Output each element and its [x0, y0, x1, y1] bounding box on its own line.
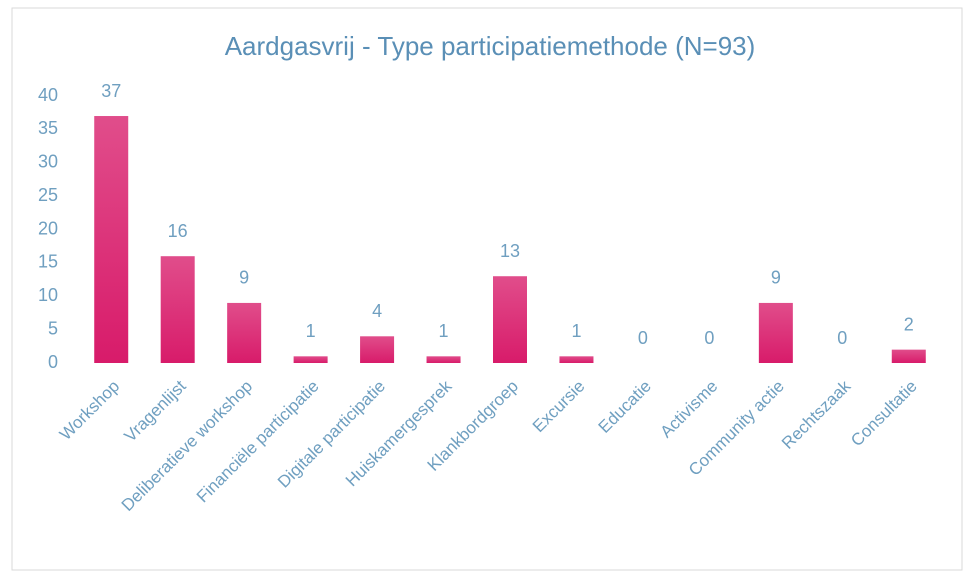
bar: [559, 356, 594, 363]
data-label: 13: [500, 241, 520, 261]
y-tick-label: 15: [38, 252, 58, 272]
bar: [891, 349, 926, 363]
data-label: 1: [306, 321, 316, 341]
data-label: 0: [704, 328, 714, 348]
y-tick-label: 40: [38, 85, 58, 105]
bar: [758, 302, 793, 363]
y-tick-label: 20: [38, 218, 58, 238]
y-tick-label: 30: [38, 152, 58, 172]
bar: [293, 356, 328, 363]
bar: [160, 256, 195, 363]
bar: [227, 302, 262, 363]
y-tick-label: 5: [48, 318, 58, 338]
data-label: 0: [837, 328, 847, 348]
data-label: 2: [904, 314, 914, 334]
y-tick-label: 0: [48, 352, 58, 372]
bar: [426, 356, 461, 363]
data-label: 37: [101, 81, 121, 101]
data-label: 9: [771, 268, 781, 288]
bar: [493, 276, 527, 363]
y-tick-label: 25: [38, 185, 58, 205]
data-label: 4: [372, 301, 382, 321]
bar: [360, 336, 395, 363]
chart-title: Aardgasvrij - Type participatiemethode (…: [225, 31, 756, 61]
data-label: 1: [439, 321, 449, 341]
data-label: 16: [168, 221, 188, 241]
data-label: 9: [239, 268, 249, 288]
y-tick-label: 35: [38, 118, 58, 138]
bar: [94, 116, 129, 364]
data-label: 1: [571, 321, 581, 341]
data-label: 0: [638, 328, 648, 348]
y-tick-label: 10: [38, 285, 58, 305]
